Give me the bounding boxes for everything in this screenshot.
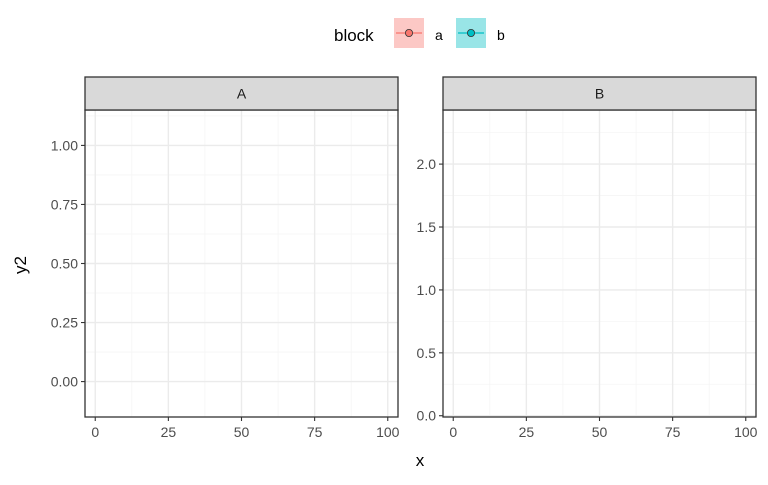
x-axis-title: x [416, 451, 425, 470]
y-tick-label: 1.0 [417, 282, 437, 298]
facet-panels: A 0 25 50 75 100 0.00 0.25 0.50 0.75 1.00 B 0 25 50 75 1… [51, 76, 758, 440]
y-tick-label: 0.5 [417, 345, 437, 361]
facet-strip-label: B [595, 86, 604, 102]
x-tick-label: 75 [307, 424, 323, 440]
y-axis-title: y2 [11, 256, 30, 274]
legend-key-point-b [466, 28, 475, 37]
x-tick-label: 100 [376, 424, 400, 440]
facet-strip [442, 76, 757, 111]
legend-label-b: b [497, 27, 505, 43]
legend-entry-a: a [394, 18, 443, 48]
legend: block a b [334, 18, 505, 48]
y-tick-label: 0.00 [51, 374, 78, 390]
legend-label-a: a [435, 27, 443, 43]
x-tick-label: 75 [665, 424, 681, 440]
facet-strip [84, 76, 399, 111]
x-tick-label: 0 [91, 424, 99, 440]
y-tick-label: 1.00 [51, 137, 78, 153]
y-tick-label: 1.5 [417, 219, 437, 235]
x-tick-label: 25 [519, 424, 535, 440]
y-tick-label: 0.50 [51, 256, 78, 272]
legend-key-point-a [404, 28, 413, 37]
x-tick-label: 25 [161, 424, 177, 440]
y-tick-label: 0.0 [417, 408, 437, 424]
x-tick-label: 100 [734, 424, 758, 440]
facet-panel-A: A 0 25 50 75 100 0.00 0.25 0.50 0.75 1.00 [51, 76, 400, 440]
x-tick-label: 50 [234, 424, 250, 440]
y-tick-label: 0.75 [51, 196, 78, 212]
facet-panel-B: B 0 25 50 75 100 0.0 0.5 1.0 1.5 2.0 [417, 76, 758, 440]
x-tick-label: 0 [449, 424, 457, 440]
y-tick-label: 0.25 [51, 315, 78, 331]
legend-entry-b: b [456, 18, 505, 48]
x-tick-label: 50 [592, 424, 608, 440]
y-tick-label: 2.0 [417, 156, 437, 172]
facet-strip-label: A [237, 86, 247, 102]
legend-title: block [334, 26, 374, 45]
